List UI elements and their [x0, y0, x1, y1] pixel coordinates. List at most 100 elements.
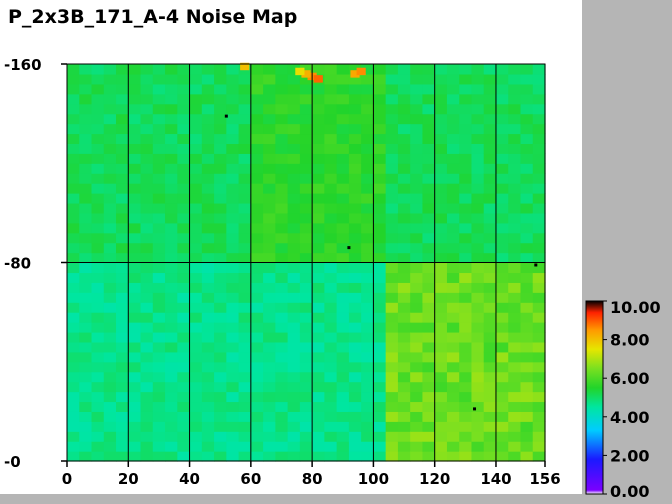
heatmap-cell: [177, 93, 191, 105]
heatmap-cell: [287, 292, 301, 303]
heatmap-cell: [128, 93, 142, 105]
heatmap-cell: [299, 351, 313, 363]
heatmap-cell: [508, 312, 522, 323]
heatmap-cell: [91, 64, 105, 75]
heatmap-cell: [410, 64, 424, 75]
heatmap-cell: [361, 262, 375, 274]
heatmap-cell: [140, 322, 154, 333]
x-tick-label: 140: [480, 470, 511, 488]
heatmap-cell: [214, 143, 227, 154]
heatmap-cell: [385, 431, 399, 442]
heatmap-cell: [397, 64, 411, 75]
heatmap-cell: [177, 292, 191, 303]
heatmap-cell: [67, 292, 80, 303]
heatmap-cell: [446, 312, 460, 323]
heatmap-cell: [79, 371, 93, 383]
heatmap-cell: [422, 262, 436, 274]
heatmap-cell: [361, 371, 375, 383]
heatmap-cell: [299, 262, 313, 274]
heatmap-cell: [336, 312, 350, 323]
colorbar-tick-label: 0.00: [610, 482, 649, 501]
heatmap-cell: [348, 391, 362, 403]
heatmap-cell: [275, 242, 289, 254]
heatmap-cell: [250, 113, 264, 125]
heatmap-cell: [103, 441, 117, 452]
heatmap-cell: [385, 252, 399, 264]
heatmap-cell: [520, 282, 534, 293]
heatmap-cell: [495, 163, 509, 174]
heatmap-cell: [152, 143, 166, 154]
heatmap-cell: [177, 64, 191, 75]
heatmap-cell: [275, 292, 289, 303]
heatmap-cell: [312, 212, 325, 224]
heatmap-cell: [397, 123, 411, 135]
heatmap-cell: [324, 421, 338, 432]
heatmap-cell: [140, 302, 154, 313]
heatmap-cell: [165, 113, 178, 125]
heatmap-cell: [373, 202, 387, 214]
heatmap-cell: [520, 381, 534, 393]
heatmap-cell: [250, 93, 264, 105]
heatmap-cell: [128, 242, 142, 254]
heatmap-cell: [287, 262, 301, 274]
heatmap-cell: [250, 183, 264, 194]
heatmap-cell: [520, 123, 534, 135]
heatmap-cell: [201, 331, 215, 343]
heatmap-cell: [422, 173, 436, 184]
heatmap-cell: [348, 64, 362, 75]
heatmap-cell: [495, 431, 509, 442]
heatmap-cell: [275, 331, 289, 343]
heatmap-cell: [508, 173, 522, 184]
heatmap-cell: [312, 262, 325, 274]
heatmap-cell: [67, 222, 80, 234]
y-tick-label: -160: [4, 56, 42, 74]
heatmap-cell: [128, 113, 142, 125]
bottom-scrollbar[interactable]: [0, 494, 582, 504]
heatmap-cell: [373, 262, 387, 274]
heatmap-cell: [459, 193, 473, 204]
heatmap-cell: [336, 381, 350, 393]
heatmap-cell: [165, 222, 178, 234]
heatmap-cell: [165, 302, 178, 313]
heatmap-cell: [312, 282, 325, 293]
heatmap-cell: [434, 252, 448, 264]
heatmap-cell: [459, 202, 473, 214]
heatmap-cell: [299, 163, 313, 174]
heatmap-cell: [410, 123, 424, 135]
heatmap-cell: [79, 153, 93, 164]
heatmap-cell: [128, 232, 142, 244]
heatmap-cell: [495, 93, 509, 105]
heatmap-cell: [299, 421, 313, 432]
heatmap-cell: [532, 361, 546, 373]
heatmap-cell: [532, 173, 546, 184]
heatmap-cell: [165, 212, 178, 224]
heatmap-cell: [483, 282, 497, 293]
heatmap-cell: [348, 272, 362, 283]
heatmap-cell: [140, 451, 154, 462]
heatmap-cell: [250, 322, 264, 333]
heatmap-cell: [361, 73, 375, 85]
x-tick-label: 40: [179, 470, 200, 488]
heatmap-cell: [324, 411, 338, 422]
heatmap-cell: [128, 133, 142, 144]
heatmap-cell: [459, 341, 473, 353]
heatmap-cell: [532, 83, 546, 95]
heatmap-cell: [116, 123, 129, 135]
heatmap-cell: [287, 232, 301, 244]
heatmap-cell: [410, 292, 424, 303]
heatmap-cell: [116, 163, 129, 174]
heatmap-cell: [226, 133, 240, 144]
heatmap-cell: [152, 381, 166, 393]
heatmap-cell: [140, 252, 154, 264]
heatmap-cell: [520, 183, 534, 194]
heatmap-cell: [67, 272, 80, 283]
heatmap-cell: [397, 153, 411, 164]
heatmap-cell: [446, 272, 460, 283]
heatmap-cell: [91, 83, 105, 95]
heatmap-cell: [91, 153, 105, 164]
heatmap-cell: [434, 282, 448, 293]
heatmap-cell: [434, 232, 448, 244]
heatmap-cell: [189, 371, 203, 383]
heatmap-cell: [128, 371, 142, 383]
heatmap-cell: [324, 123, 338, 135]
